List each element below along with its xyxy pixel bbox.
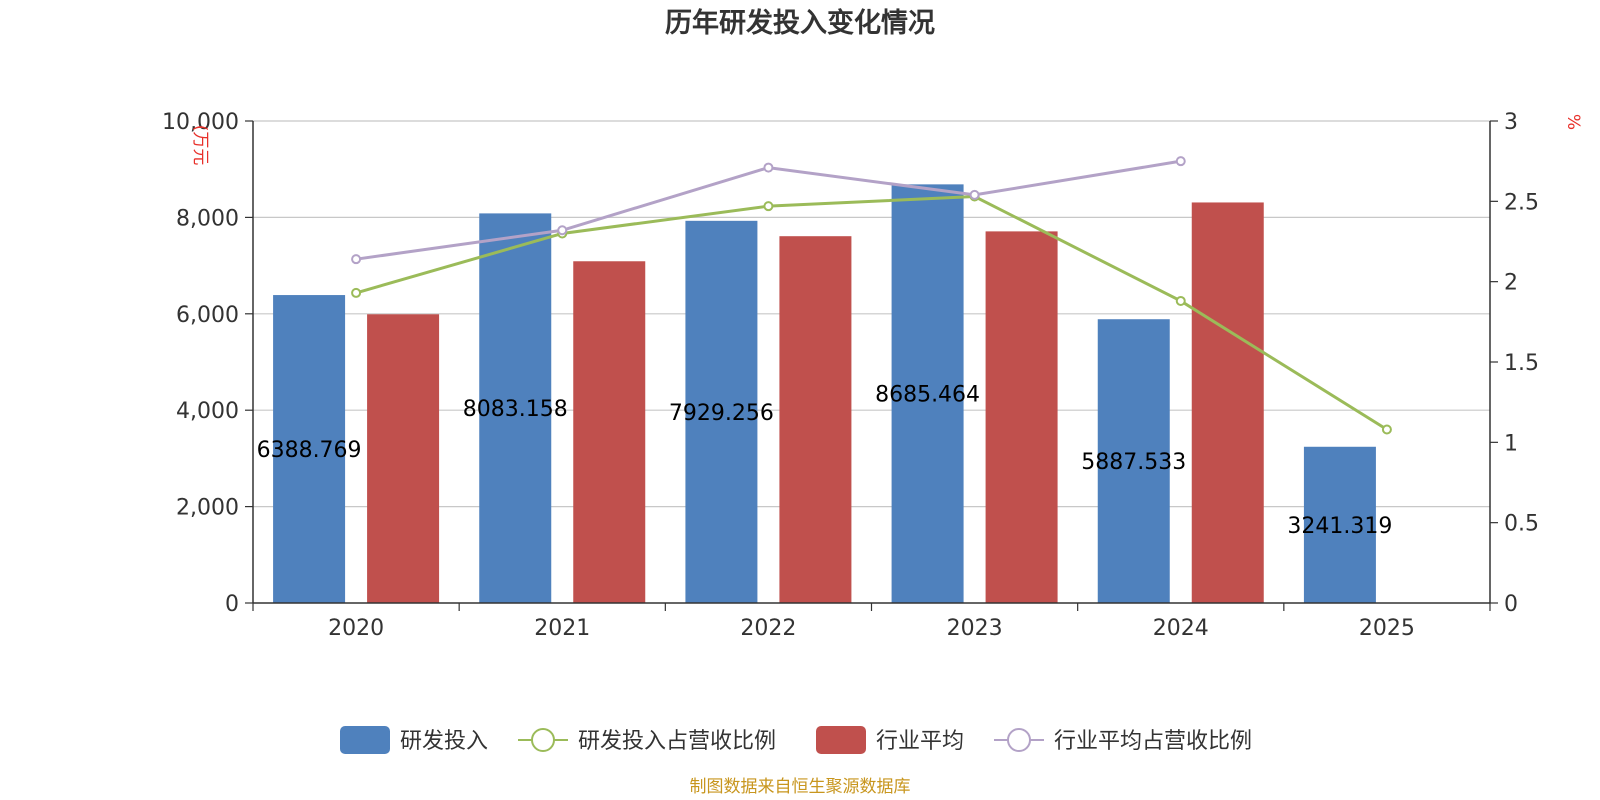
bars: [273, 184, 1376, 604]
y-right-tick-label: 2.5: [1504, 190, 1539, 215]
line-point: [1175, 295, 1186, 306]
y-right-tick-label: 1: [1504, 431, 1518, 456]
legend-item[interactable]: 行业平均占营收比例: [994, 728, 1252, 754]
x-tick-label: 2024: [1153, 616, 1209, 641]
legend-item[interactable]: 研发投入占营收比例: [518, 728, 776, 754]
legend-label: 行业平均占营收比例: [1054, 729, 1252, 754]
line-point: [1175, 156, 1186, 167]
bar: [367, 314, 440, 603]
line-point: [351, 287, 362, 298]
y-left-tick-label: 10,000: [162, 110, 239, 135]
line-point: [557, 225, 568, 236]
y-left-tick-label: 4,000: [176, 399, 239, 424]
y-left-unit: (万元: [190, 125, 210, 166]
line-point: [763, 201, 774, 212]
x-tick-label: 2022: [740, 616, 796, 641]
y-right-tick-label: 0: [1504, 592, 1518, 617]
y-left-tick-label: 8,000: [176, 206, 239, 231]
source-note: 制图数据来自恒生聚源数据库: [690, 777, 911, 797]
legend-label: 行业平均: [876, 729, 964, 754]
y-right-tick-label: 2: [1504, 271, 1518, 296]
legend: 研发投入 研发投入占营收比例 行业平均 行业平均占营收比例: [340, 726, 1252, 754]
lines: [351, 156, 1392, 435]
bar: [573, 261, 646, 603]
bar-data-label: 3241.319: [1287, 514, 1392, 539]
y-right-tick-label: 0.5: [1504, 512, 1539, 537]
bar: [985, 231, 1058, 604]
data-labels: 6388.769 8083.158 7929.256 8685.464 5887.533…: [257, 383, 1393, 539]
bar: [779, 236, 852, 603]
bar: [1303, 446, 1376, 603]
grid-lines: [253, 120, 1490, 508]
axes: 0 2,000 4,000 6,000 8,000 10,000 0 0.5 1 1.5 2 2.5 3…: [162, 110, 1539, 641]
legend-swatch: [340, 726, 390, 754]
chart-title: 历年研发投入变化情况: [665, 7, 935, 39]
bar-data-label: 6388.769: [257, 438, 362, 463]
bar: [1097, 319, 1170, 603]
line-point: [351, 254, 362, 265]
y-left-tick-label: 6,000: [176, 303, 239, 328]
line-point: [969, 189, 980, 200]
x-tick-label: 2021: [534, 616, 590, 641]
x-tick-label: 2020: [328, 616, 384, 641]
legend-item[interactable]: 研发投入: [340, 726, 488, 754]
line-point: [763, 162, 774, 173]
legend-label: 研发投入占营收比例: [578, 729, 776, 754]
series-line: [355, 194, 1388, 431]
legend-marker: [531, 728, 555, 752]
y-left-tick-label: 2,000: [176, 496, 239, 521]
bar: [273, 295, 346, 603]
bar-data-label: 5887.533: [1081, 450, 1186, 475]
bar: [1191, 202, 1264, 603]
bar: [479, 213, 552, 603]
legend-item[interactable]: 行业平均: [816, 726, 964, 754]
legend-label: 研发投入: [400, 729, 488, 754]
legend-marker: [1007, 728, 1031, 752]
bar-data-label: 8083.158: [463, 397, 568, 422]
x-tick-label: 2025: [1359, 616, 1415, 641]
x-tick-label: 2023: [947, 616, 1003, 641]
y-right-unit: %: [1563, 114, 1583, 130]
bar-data-label: 8685.464: [875, 383, 980, 408]
y-left-tick-label: 0: [225, 592, 239, 617]
line-point: [1381, 424, 1392, 435]
bar: [891, 184, 964, 603]
legend-swatch: [816, 726, 866, 754]
bar: [685, 220, 758, 603]
bar-data-label: 7929.256: [669, 401, 774, 426]
y-right-tick-label: 1.5: [1504, 351, 1539, 376]
y-right-tick-label: 3: [1504, 110, 1518, 135]
